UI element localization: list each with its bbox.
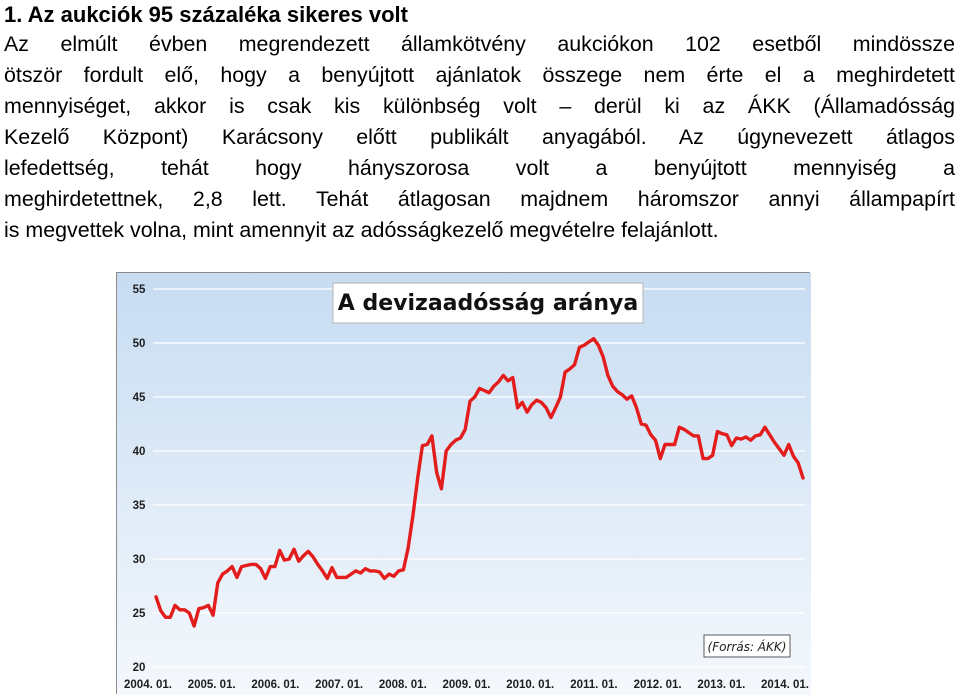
y-tick-label: 35 [133,500,146,512]
x-tick-label: 2006. 01. [251,679,299,691]
article-paragraph: Az elmúlt évben megrendezett államkötvén… [4,29,955,246]
source-note-box [703,634,791,658]
x-tick-label: 2014. 01. [761,679,809,691]
paragraph-line: meghirdetettnek, 2,8 lett. Tehát átlagos… [4,187,955,211]
chart-title: A devizaadósság aránya [338,291,638,316]
paragraph-line: lefedettség, tehát hogy hányszorosa volt… [4,156,955,180]
x-tick-label: 2004. 01. [124,679,172,691]
y-tick-label: 25 [133,608,146,620]
chart-title-box [332,282,644,324]
x-tick-label: 2011. 01. [570,679,617,691]
x-tick-label: 2008. 01. [379,679,427,691]
y-tick-label: 55 [133,284,146,296]
x-tick-label: 2010. 01. [506,679,554,691]
x-tick-label: 2005. 01. [188,679,236,691]
y-tick-label: 30 [133,554,146,566]
x-tick-label: 2009. 01. [443,679,491,691]
y-tick-label: 20 [133,662,146,674]
paragraph-line: Kezelő Központ) Karácsony előtt publikál… [4,125,955,149]
series-line-devizaadossag [154,336,805,628]
source-note: (Forrás: ÁKK) [708,639,787,654]
line-chart: 20 25 30 35 40 45 50 55 2004. 01. 2005. 01. 2006.… [117,273,811,695]
paragraph-line: mennyiséget, akkor is csak kis különbség… [4,94,955,118]
x-tick-label: 2012. 01. [634,679,682,691]
x-tick-label: 2013. 01. [697,679,745,691]
y-tick-label: 45 [133,392,146,404]
y-tick-label: 40 [133,446,146,458]
x-tick-label: 2007. 01. [315,679,363,691]
paragraph-line: is megvettek volna, mint amennyit az adó… [4,218,719,242]
line-chart-frame: 20 25 30 35 40 45 50 55 2004. 01. 2005. 01. 2006.… [116,272,811,695]
chart-background [117,273,811,695]
paragraph-line: ötször fordult elő, hogy a benyújtott aj… [4,63,955,87]
section-heading: 1. Az aukciók 95 százaléka sikeres volt [4,2,408,27]
paragraph-line: Az elmúlt évben megrendezett államkötvén… [4,32,955,56]
y-tick-label: 50 [133,338,146,350]
